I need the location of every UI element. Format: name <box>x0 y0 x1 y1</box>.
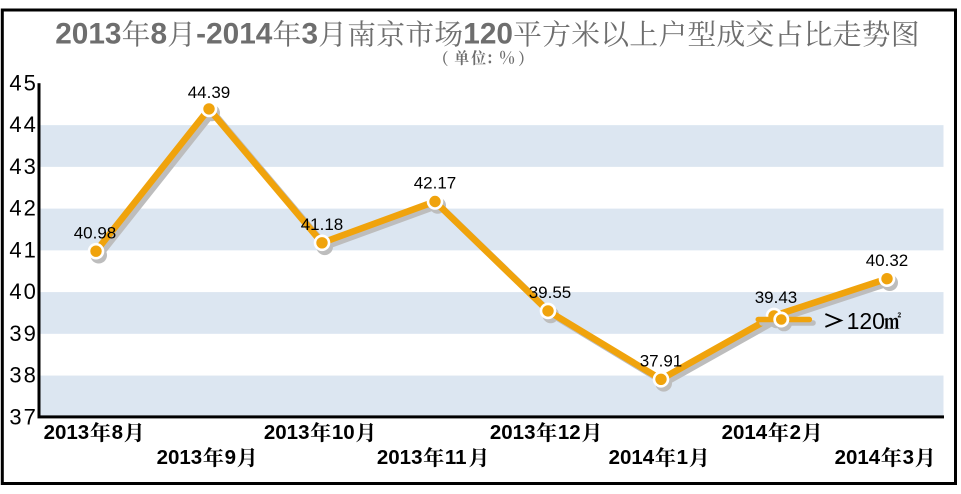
svg-text:2013: 2013 <box>490 421 536 444</box>
svg-text:2013: 2013 <box>377 446 423 469</box>
svg-text:120: 120 <box>847 308 885 334</box>
svg-text:41.18: 41.18 <box>301 215 344 234</box>
svg-text:3: 3 <box>301 17 318 50</box>
svg-text:42.17: 42.17 <box>414 174 457 193</box>
svg-text:2013: 2013 <box>44 421 90 444</box>
svg-text:2013: 2013 <box>157 446 203 469</box>
svg-text:40.32: 40.32 <box>866 251 909 270</box>
svg-text:40: 40 <box>9 279 37 304</box>
svg-text:38: 38 <box>9 363 37 388</box>
svg-text:2014: 2014 <box>722 421 768 444</box>
svg-text:-2014: -2014 <box>196 17 273 50</box>
svg-text:44.39: 44.39 <box>188 83 231 102</box>
svg-text:11: 11 <box>445 446 467 469</box>
svg-text:2013: 2013 <box>55 17 121 50</box>
svg-text:12: 12 <box>558 421 581 444</box>
svg-text:39.43: 39.43 <box>755 288 798 307</box>
svg-text:42: 42 <box>9 196 37 221</box>
svg-text:9: 9 <box>225 446 236 469</box>
svg-text:44: 44 <box>9 112 37 137</box>
svg-text:39: 39 <box>9 321 37 346</box>
svg-text:2: 2 <box>790 421 801 444</box>
svg-text:39.55: 39.55 <box>529 283 572 302</box>
svg-text:43: 43 <box>9 154 37 179</box>
svg-text:10: 10 <box>332 421 355 444</box>
svg-text:3: 3 <box>903 446 914 469</box>
svg-text:1: 1 <box>677 446 688 469</box>
svg-text:37: 37 <box>9 404 37 429</box>
svg-text:2014: 2014 <box>609 446 655 469</box>
svg-text:120: 120 <box>463 17 513 50</box>
svg-text:8: 8 <box>151 17 168 50</box>
svg-text:37.91: 37.91 <box>640 352 683 371</box>
svg-text:41: 41 <box>9 237 37 262</box>
svg-text:2014: 2014 <box>835 446 881 469</box>
svg-text:45: 45 <box>9 70 37 95</box>
svg-text:2013: 2013 <box>264 421 310 444</box>
svg-text:8: 8 <box>112 421 123 444</box>
svg-text:40.98: 40.98 <box>74 223 117 242</box>
